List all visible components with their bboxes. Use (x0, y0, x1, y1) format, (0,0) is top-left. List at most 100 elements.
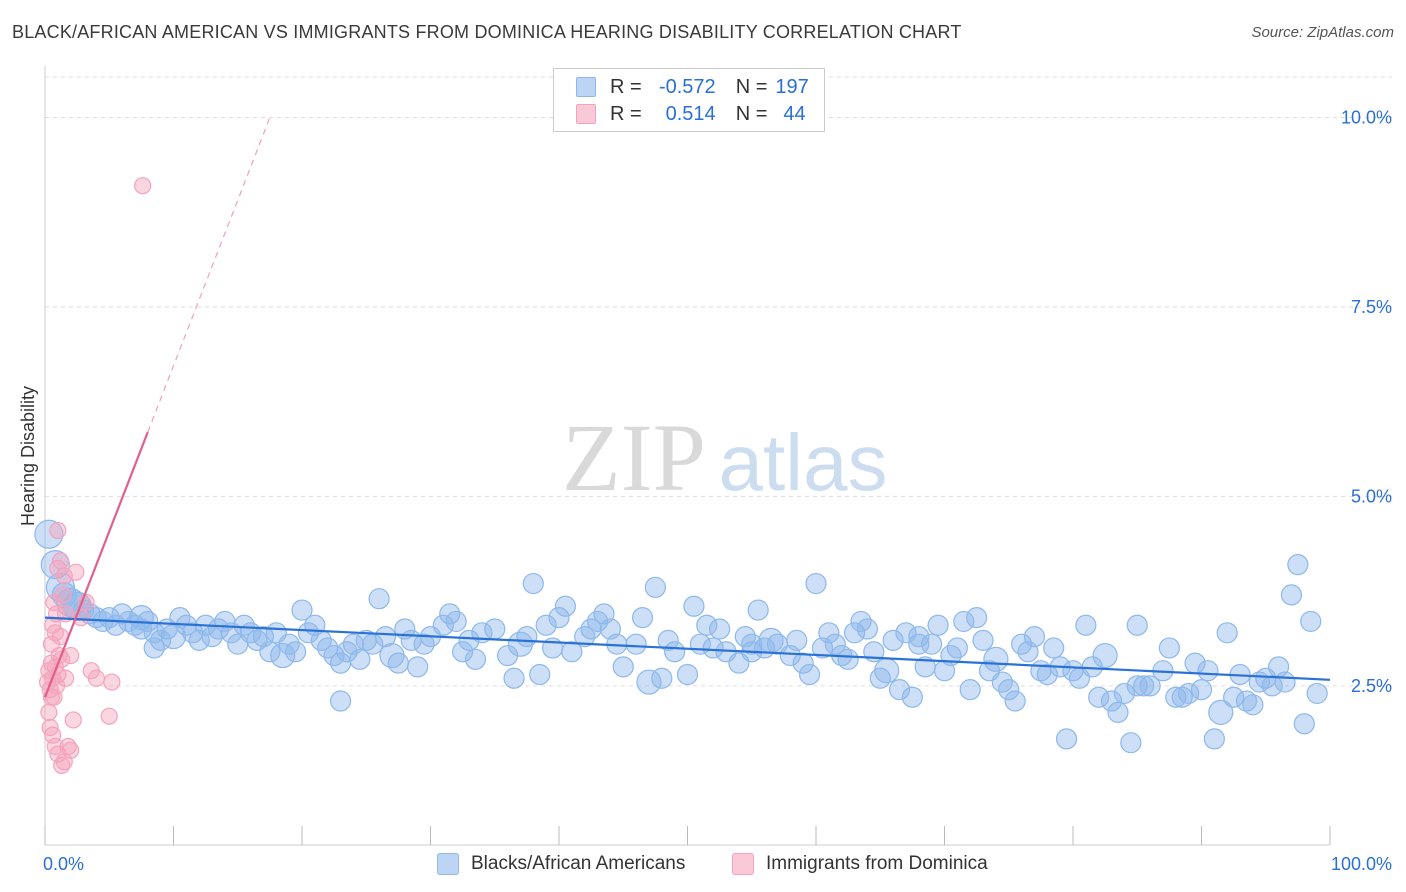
legend-swatch-blacks (437, 853, 459, 875)
point-blacks (548, 607, 570, 629)
point-blacks (676, 663, 699, 686)
point-blacks (983, 646, 1009, 672)
point-blacks (445, 610, 467, 633)
point-blacks (631, 607, 654, 629)
point-blacks (349, 648, 371, 670)
point-blacks (270, 642, 296, 669)
stats-box: R = -0.572 N = 197 R = 0.514 N = 44 (553, 68, 825, 132)
stats-r-label: R = (610, 75, 642, 98)
point-blacks (741, 633, 763, 655)
point-blacks (1126, 675, 1148, 697)
point-dominica (87, 669, 106, 687)
point-blacks (1223, 686, 1245, 708)
point-blacks (908, 633, 930, 655)
stats-n-value: 44 (783, 102, 806, 125)
stats-row-blacks: R = -0.572 N = 197 (576, 75, 809, 99)
point-blacks (959, 679, 981, 701)
point-blacks (529, 663, 551, 686)
point-blacks (484, 618, 506, 640)
point-blacks (1120, 732, 1142, 754)
point-blacks (972, 629, 994, 651)
legend-label-dominica: Immigrants from Dominica (766, 853, 988, 874)
point-dominica (62, 741, 80, 759)
point-blacks (1280, 584, 1303, 606)
tick-labels: 2.5% 5.0% 7.5% 10.0% 0.0% 100.0% (43, 107, 1392, 874)
point-blacks (561, 641, 583, 663)
point-blacks (644, 576, 666, 598)
point-blacks (612, 656, 634, 678)
point-blacks (786, 629, 808, 651)
stats-n-label: N = (735, 75, 768, 98)
stats-r-value: -0.572 (658, 75, 716, 98)
point-blacks (921, 633, 943, 655)
point-dominica (56, 669, 75, 687)
axes (44, 66, 1331, 846)
trend-lines (43, 117, 1331, 698)
point-blacks (374, 625, 397, 648)
point-dominica (100, 707, 118, 725)
point-blacks (34, 519, 64, 549)
point-blacks (128, 605, 154, 631)
point-blacks (1235, 690, 1258, 712)
point-blacks (1107, 701, 1129, 723)
point-dominica (103, 673, 121, 691)
point-blacks (1300, 610, 1322, 633)
stats-n-value: 197 (775, 75, 809, 98)
trend-line-dominica-extension (147, 117, 271, 433)
point-blacks (927, 614, 949, 636)
point-blacks (1100, 690, 1123, 712)
y-tick-label: 10.0% (1341, 107, 1392, 127)
chart-source: Source: ZipAtlas.com (1251, 24, 1394, 41)
point-blacks (805, 572, 827, 595)
x-tick-label-min: 0.0% (43, 854, 84, 874)
grid-lines (45, 76, 1392, 687)
point-blacks (535, 614, 557, 636)
point-dominica (54, 586, 72, 604)
point-blacks (387, 652, 409, 674)
point-dominica (49, 521, 67, 540)
series-dominica (38, 177, 152, 775)
point-blacks (843, 622, 866, 644)
series-blacks (34, 519, 1328, 754)
stats-n-label: N = (735, 102, 768, 125)
stats-row-dominica: R = 0.514 N = 44 (576, 102, 806, 126)
legend-label-blacks: Blacks/African Americans (471, 853, 686, 874)
point-dominica (40, 703, 58, 721)
point-blacks (901, 686, 923, 708)
point-blacks (516, 625, 538, 648)
point-blacks (1203, 728, 1225, 750)
point-blacks (702, 637, 724, 659)
point-blacks (1088, 686, 1110, 708)
y-tick-label: 5.0% (1351, 486, 1392, 506)
point-blacks (1004, 690, 1026, 712)
point-blacks (1242, 694, 1264, 716)
point-blacks (664, 641, 686, 663)
point-blacks (291, 599, 313, 621)
legend-item-dominica: Immigrants from Dominica (732, 851, 988, 877)
point-dominica (46, 624, 64, 642)
stats-r-value: 0.514 (665, 102, 716, 125)
point-blacks (856, 618, 879, 640)
point-blacks (1133, 675, 1155, 697)
legend-item-blacks: Blacks/African Americans (437, 851, 685, 877)
stats-r-label: R = (610, 102, 642, 125)
point-blacks (1274, 671, 1296, 693)
point-blacks (1293, 713, 1315, 735)
point-blacks (1197, 660, 1219, 682)
point-blacks (792, 652, 814, 674)
trend-line-dominica (43, 431, 149, 698)
point-blacks (683, 595, 705, 617)
trend-line-blacks (44, 616, 1331, 681)
point-blacks (636, 669, 662, 695)
point-blacks (625, 633, 647, 655)
point-blacks (1171, 686, 1193, 708)
point-blacks (874, 658, 900, 684)
stats-swatch-dominica (576, 104, 596, 124)
point-blacks (593, 603, 615, 625)
point-dominica (134, 177, 152, 195)
point-blacks (1208, 699, 1234, 725)
point-blacks (888, 679, 911, 701)
point-blacks (1165, 686, 1187, 708)
point-blacks (908, 625, 930, 648)
